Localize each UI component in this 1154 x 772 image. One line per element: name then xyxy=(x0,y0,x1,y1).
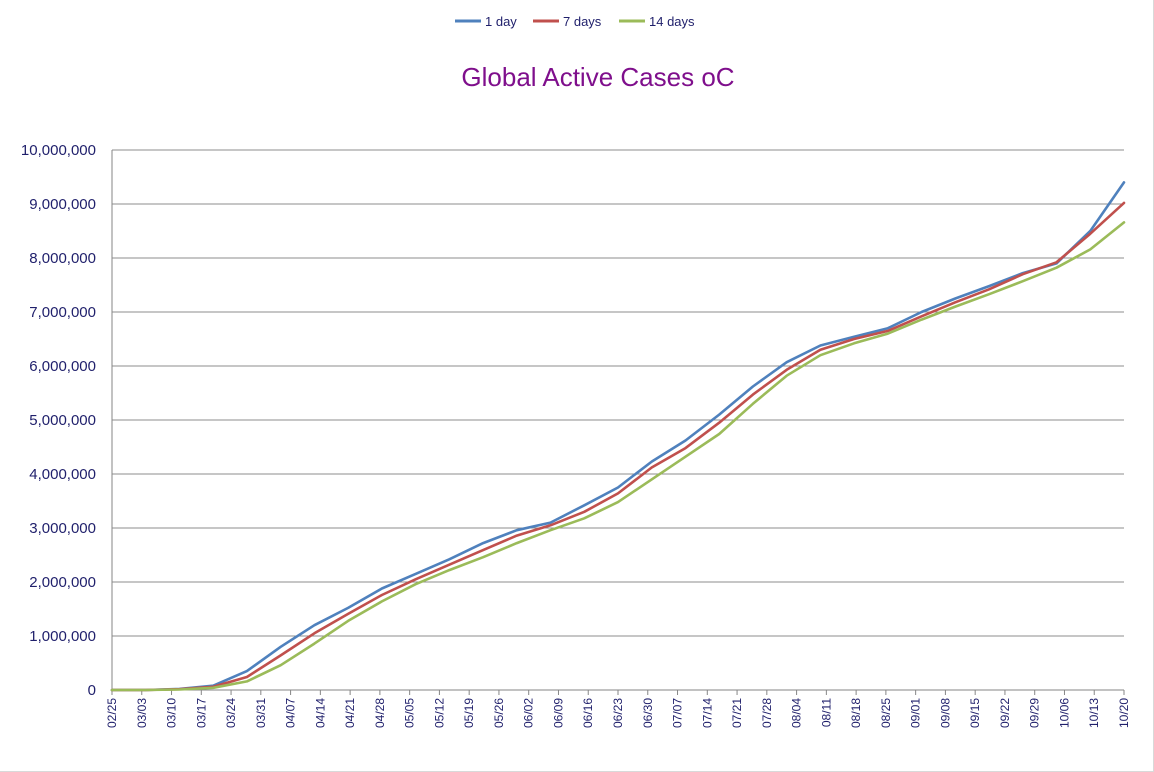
x-tick-label: 06/30 xyxy=(641,698,655,728)
x-tick-label: 07/14 xyxy=(700,698,714,728)
x-tick-label: 03/31 xyxy=(254,698,268,728)
x-tick-label: 08/11 xyxy=(819,698,833,727)
x-tick-label: 10/06 xyxy=(1057,698,1071,728)
y-tick-label: 4,000,000 xyxy=(29,466,96,483)
x-tick-label: 08/25 xyxy=(879,698,893,728)
x-tick-label: 06/09 xyxy=(551,698,565,728)
series-line-14-days xyxy=(110,221,1126,692)
x-tick-label: 03/17 xyxy=(194,698,208,728)
chart-title: Global Active Cases oC xyxy=(461,62,734,92)
y-tick-label: 8,000,000 xyxy=(29,250,96,267)
x-tick-label: 04/28 xyxy=(373,698,387,728)
x-tick-label: 07/28 xyxy=(760,698,774,728)
x-axis: 02/25 03/03 03/10 03/17 03/24 03/31 04/07 04/14… xyxy=(105,690,1131,728)
x-tick-label: 10/13 xyxy=(1087,698,1101,728)
x-tick-label: 05/26 xyxy=(492,698,506,728)
x-tick-label: 09/29 xyxy=(1028,698,1042,728)
x-tick-label: 03/10 xyxy=(165,698,179,728)
x-tick-label: 05/19 xyxy=(462,698,476,728)
x-tick-label: 07/07 xyxy=(671,698,685,728)
grid-lines xyxy=(112,149,1124,691)
y-tick-label: 5,000,000 xyxy=(29,412,96,429)
x-tick-label: 09/01 xyxy=(909,698,923,728)
y-tick-label: 6,000,000 xyxy=(29,358,96,375)
y-tick-label: 9,000,000 xyxy=(29,196,96,213)
x-tick-label: 09/22 xyxy=(998,698,1012,728)
x-tick-label: 08/18 xyxy=(849,698,863,728)
x-tick-label: 04/07 xyxy=(284,698,298,728)
y-tick-label: 1,000,000 xyxy=(29,628,96,645)
series-lines xyxy=(110,181,1126,692)
x-tick-label: 03/03 xyxy=(135,698,149,728)
legend-entry: 1 day xyxy=(485,14,517,29)
y-axis: 0 1,000,000 2,000,000 3,000,000 4,000,000 5,0… xyxy=(21,142,113,699)
x-tick-label: 04/21 xyxy=(343,698,357,728)
y-tick-label: 7,000,000 xyxy=(29,304,96,321)
x-tick-label: 09/08 xyxy=(938,698,952,728)
x-tick-label: 08/04 xyxy=(790,698,804,728)
x-tick-label: 03/24 xyxy=(224,698,238,728)
x-tick-label: 06/23 xyxy=(611,698,625,728)
x-tick-label: 06/16 xyxy=(581,698,595,728)
x-tick-label: 05/05 xyxy=(403,698,417,728)
x-tick-label: 10/20 xyxy=(1117,698,1131,728)
y-tick-label: 0 xyxy=(88,682,96,699)
y-tick-label: 2,000,000 xyxy=(29,574,96,591)
x-tick-label: 06/02 xyxy=(522,698,536,728)
x-tick-label: 04/14 xyxy=(313,698,327,728)
y-tick-label: 3,000,000 xyxy=(29,520,96,537)
series-line-7-days xyxy=(110,201,1126,692)
legend-entry: 14 days xyxy=(649,14,695,29)
x-tick-label: 05/12 xyxy=(432,698,446,728)
legend: 1 day 7 days 14 days xyxy=(455,14,695,29)
legend-entry: 7 days xyxy=(563,14,602,29)
x-tick-label: 07/21 xyxy=(730,698,744,728)
x-tick-label: 09/15 xyxy=(968,698,982,728)
y-tick-label: 10,000,000 xyxy=(21,142,96,159)
series-line-1-day xyxy=(110,181,1126,692)
x-tick-label: 02/25 xyxy=(105,698,119,728)
